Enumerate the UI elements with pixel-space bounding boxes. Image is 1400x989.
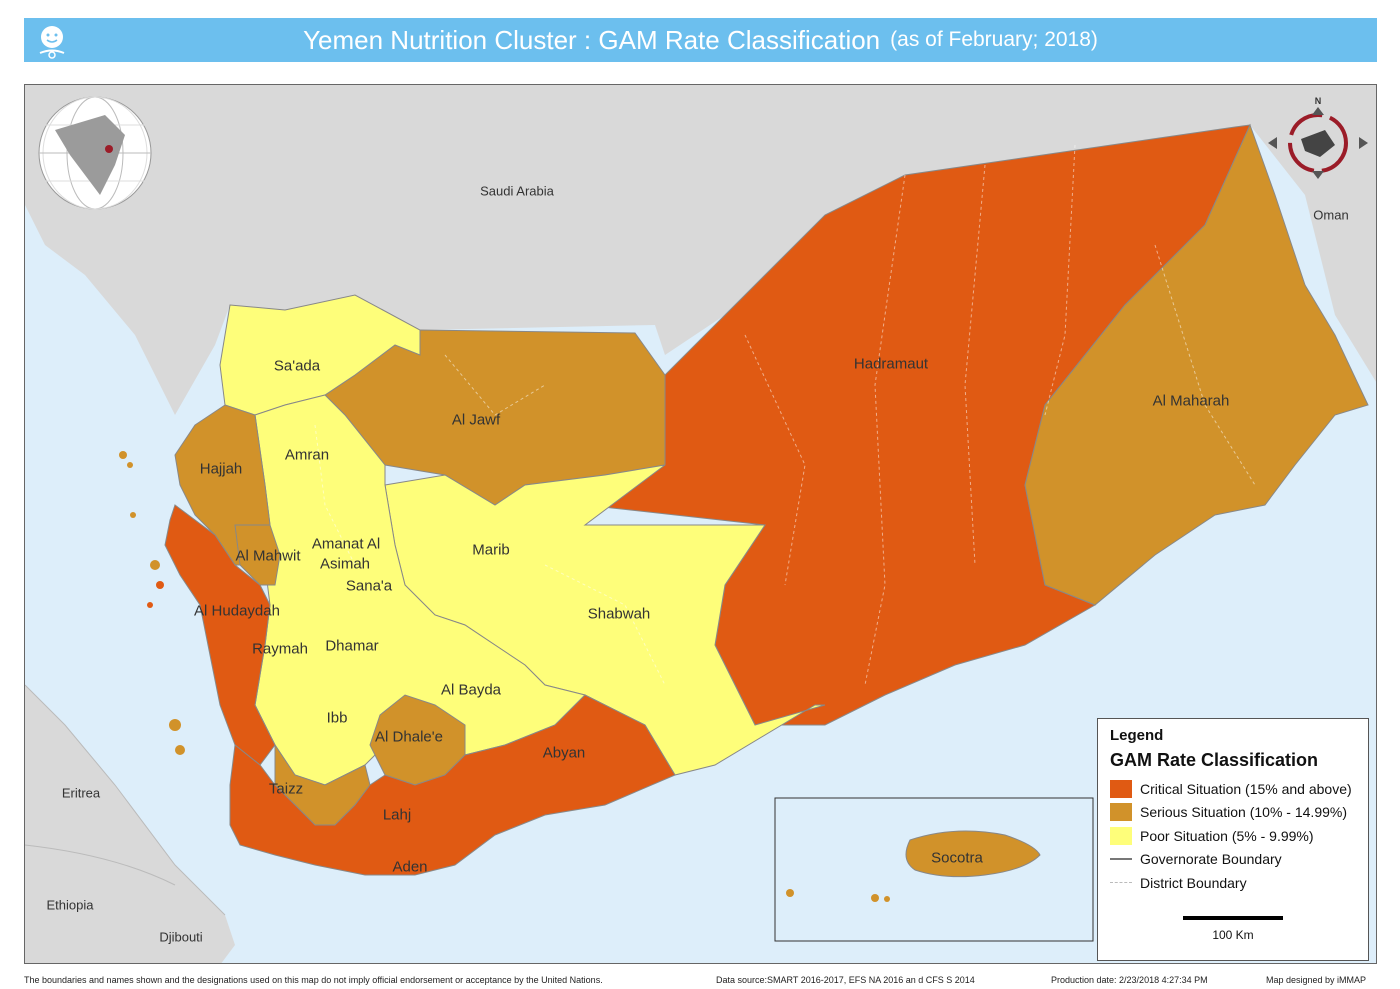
label-ibb: Ibb <box>326 709 348 727</box>
map-frame: N Saudi Arabia Oman Eritrea Ethiopia Dji… <box>24 84 1377 964</box>
legend-item-governorate-boundary: Governorate Boundary <box>1110 848 1356 872</box>
label-hajjah: Hajjah <box>199 460 243 478</box>
footer-production-date: Production date: 2/23/2018 4:27:34 PM <box>1051 975 1208 985</box>
label-oman: Oman <box>1313 207 1349 223</box>
legend-swatch-critical <box>1110 779 1132 798</box>
yemen-map <box>25 85 1376 963</box>
legend-item-district-boundary: District Boundary <box>1110 871 1356 895</box>
label-asimah: Asimah <box>319 555 371 573</box>
legend-line-governorate <box>1110 858 1132 861</box>
label-amran: Amran <box>284 446 330 464</box>
label-hadramaut: Hadramaut <box>853 355 929 373</box>
label-shabwah: Shabwah <box>587 605 651 623</box>
label-eritrea: Eritrea <box>61 785 101 801</box>
label-sanaa: Sana'a <box>345 577 393 595</box>
region-socotra <box>905 830 1041 878</box>
scale-bar: 100 Km <box>1183 916 1283 942</box>
legend-label-governorate-boundary: Governorate Boundary <box>1140 851 1282 868</box>
footer-data-source: Data source:SMART 2016-2017, EFS NA 2016… <box>716 975 975 985</box>
legend-title: Legend <box>1110 727 1164 744</box>
scale-bar-label: 100 Km <box>1212 928 1254 942</box>
region-south-critical <box>229 694 676 876</box>
legend-subtitle: GAM Rate Classification <box>1110 750 1319 770</box>
label-aden: Aden <box>392 858 428 876</box>
footer-designed-by: Map designed by iMMAP <box>1266 975 1367 985</box>
label-al-hudaydah: Al Hudaydah <box>194 602 280 620</box>
label-marib: Marib <box>472 541 510 559</box>
label-lahj: Lahj <box>382 806 412 824</box>
label-al-jawf: Al Jawf <box>451 411 501 429</box>
legend-item-critical: Critical Situation (15% and above) <box>1110 777 1356 801</box>
label-taizz: Taizz <box>268 780 304 798</box>
label-raymah: Raymah <box>252 640 308 658</box>
legend-swatch-serious <box>1110 803 1132 822</box>
label-al-dhalee: Al Dhale'e <box>375 728 443 746</box>
label-djibouti: Djibouti <box>159 929 203 945</box>
label-socotra: Socotra <box>931 849 983 867</box>
label-saada: Sa'ada <box>273 357 321 375</box>
legend-item-serious: Serious Situation (10% - 14.99%) <box>1110 801 1356 825</box>
label-al-maharah: Al Maharah <box>1152 392 1230 410</box>
compass-north-label: N <box>1314 96 1322 106</box>
label-saudi-arabia: Saudi Arabia <box>480 183 554 199</box>
label-al-bayda: Al Bayda <box>440 681 502 699</box>
legend-label-district-boundary: District Boundary <box>1140 874 1247 891</box>
scale-bar-line <box>1183 916 1283 920</box>
label-amanat-al: Amanat Al <box>311 535 381 553</box>
legend-label-critical: Critical Situation (15% and above) <box>1140 780 1352 797</box>
north-arrow-compass-icon <box>1268 107 1368 179</box>
footer-disclaimer: The boundaries and names shown and the d… <box>24 975 603 985</box>
legend-swatch-poor <box>1110 826 1132 845</box>
map-legend: Legend GAM Rate Classification Critical … <box>1097 718 1369 961</box>
region-al-mahwit <box>234 524 281 586</box>
legend-line-district <box>1110 882 1132 884</box>
label-abyan: Abyan <box>542 744 586 762</box>
map-title: Yemen Nutrition Cluster : GAM Rate Class… <box>303 24 881 55</box>
legend-item-poor: Poor Situation (5% - 9.99%) <box>1110 824 1356 848</box>
legend-label-poor: Poor Situation (5% - 9.99%) <box>1140 827 1314 844</box>
region-al-maharah <box>1024 123 1369 606</box>
label-ethiopia: Ethiopia <box>46 897 94 913</box>
label-dhamar: Dhamar <box>325 637 379 655</box>
label-al-mahwit: Al Mahwit <box>235 547 301 565</box>
map-subtitle: (as of February; 2018) <box>890 28 1098 51</box>
title-bar: Yemen Nutrition Cluster : GAM Rate Class… <box>24 18 1377 62</box>
legend-label-serious: Serious Situation (10% - 14.99%) <box>1140 804 1347 821</box>
globe-locator-icon <box>38 96 152 210</box>
nutrition-cluster-logo-icon <box>32 22 72 60</box>
